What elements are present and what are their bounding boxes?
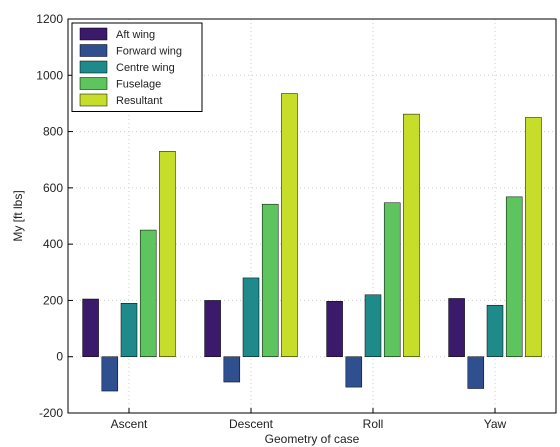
bar (281, 93, 298, 357)
legend-swatch (79, 27, 108, 41)
bar (120, 302, 138, 357)
bar (525, 117, 542, 357)
y-tick-label: 600 (43, 181, 63, 195)
x-axis-ticks: Ascent Descent Roll Yaw (111, 408, 507, 431)
bar (101, 356, 119, 392)
bar (204, 300, 221, 357)
bar (505, 196, 523, 357)
legend-label: Resultant (116, 95, 162, 107)
legend-swatch (79, 60, 108, 74)
bar (82, 298, 99, 357)
y-axis-ticks: -200 0 200 400 600 800 1000 1200 (36, 12, 73, 420)
bar (486, 304, 504, 357)
bar (223, 356, 241, 383)
bar (383, 202, 401, 357)
legend: Aft wing Forward wing Centre wing Fuselage R… (71, 22, 203, 112)
bar (364, 294, 382, 357)
x-tick-label: Yaw (484, 417, 507, 431)
y-tick-label: 800 (43, 125, 63, 139)
bar (242, 277, 260, 357)
legend-label: Fuselage (116, 79, 161, 91)
legend-swatch (79, 44, 108, 57)
legend-label: Centre wing (116, 62, 175, 74)
legend-label: Aft wing (116, 29, 155, 41)
y-tick-label: -200 (39, 406, 63, 420)
legend-swatch (79, 93, 108, 107)
x-axis-label: Geometry of case (265, 432, 360, 446)
y-tick-label: 200 (43, 293, 63, 307)
y-tick-label: 1000 (36, 68, 63, 82)
bar (139, 229, 157, 357)
y-tick-label: 400 (43, 237, 63, 251)
legend-label: Forward wing (116, 46, 182, 58)
y-axis-label: My [ft lbs] (11, 190, 25, 241)
bar (448, 298, 465, 357)
bar (345, 356, 363, 388)
y-tick-label: 0 (56, 350, 63, 364)
y-tick-label: 1200 (36, 12, 63, 26)
plot-frame (67, 18, 557, 414)
bar (159, 151, 176, 357)
bars (82, 93, 542, 392)
legend-swatch (79, 77, 108, 90)
x-tick-label: Ascent (111, 417, 148, 431)
bar (403, 113, 420, 357)
bar (326, 301, 343, 357)
bar (261, 203, 279, 357)
bar (467, 356, 485, 389)
x-tick-label: Descent (229, 417, 274, 431)
x-tick-label: Roll (363, 417, 384, 431)
